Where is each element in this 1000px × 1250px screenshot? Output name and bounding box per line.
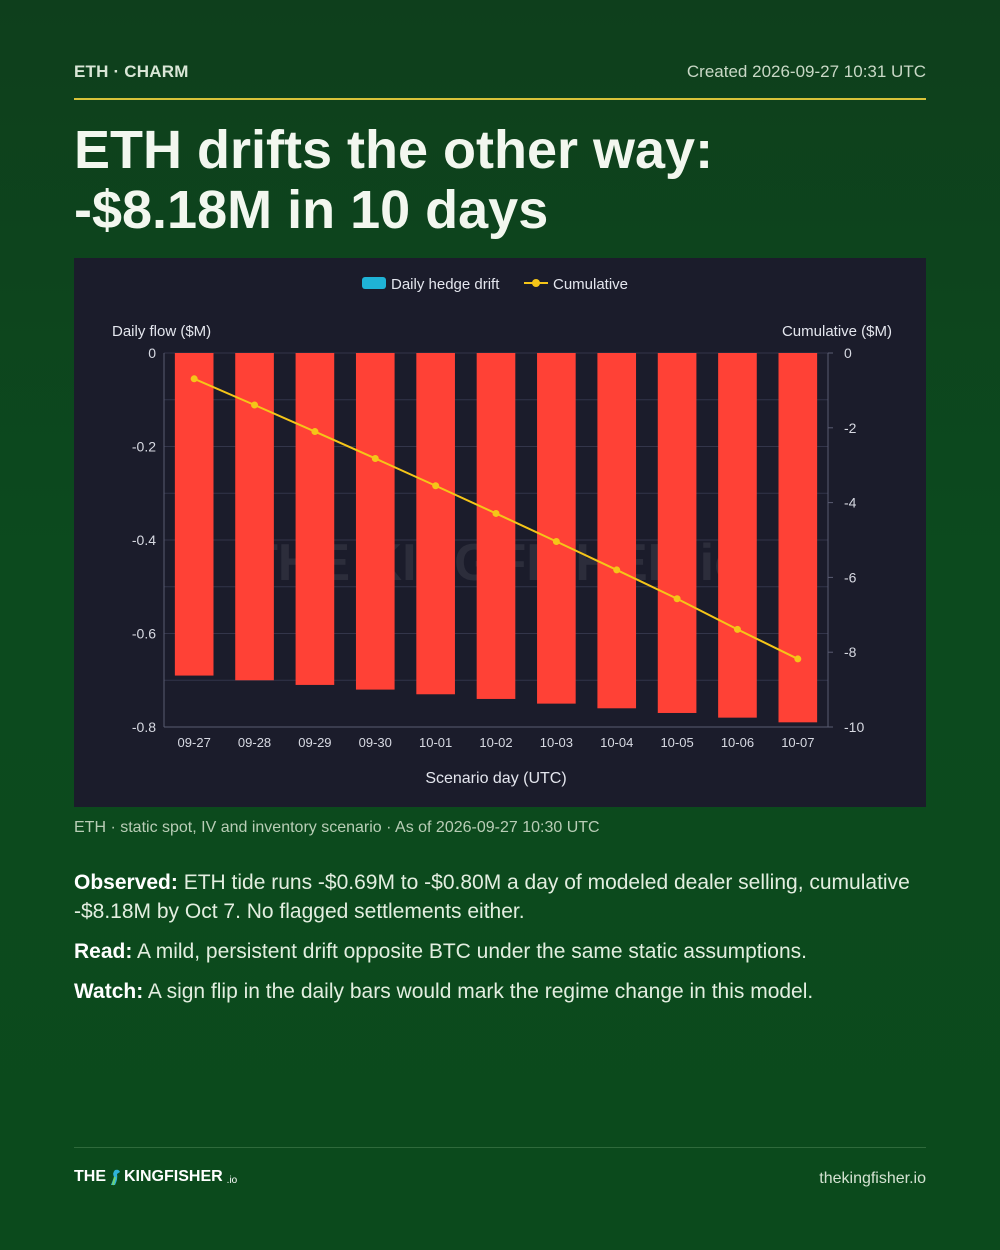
x-tick-label: 09-29 (298, 735, 331, 750)
y-right-tick-label: -2 (844, 420, 857, 436)
legend-swatch-daily-hedge-drift (362, 277, 386, 289)
y-left-tick-label: -0.6 (132, 626, 156, 642)
x-axis-title: Scenario day (UTC) (425, 770, 566, 787)
y-left-axis-title: Daily flow ($M) (112, 323, 211, 340)
y-left-tick-label: 0 (148, 345, 156, 361)
y-right-tick-label: -6 (844, 569, 857, 585)
x-tick-label: 10-05 (660, 735, 693, 750)
x-tick-label: 09-27 (178, 735, 211, 750)
bar-daily-hedge-drift (778, 353, 818, 723)
cumulative-point (673, 595, 681, 603)
bar-daily-hedge-drift (295, 353, 335, 685)
kingfisher-logo: THE KINGFISHER .io (74, 1168, 237, 1186)
note-observed: Observed: ETH tide runs -$0.69M to -$0.8… (74, 868, 934, 926)
created-timestamp: Created 2026-09-27 10:31 UTC (686, 62, 926, 81)
cumulative-point (311, 428, 319, 436)
x-tick-label: 10-06 (721, 735, 754, 750)
note-label: Watch: (74, 980, 144, 1003)
flow-chart: 0 -0.2 -0.4 -0.6 -0.8 0 -2 -4 -6 -8 -10 Daily flow … (112, 276, 892, 787)
y-right-tick-label: 0 (844, 345, 852, 361)
chart-panel: 0 -0.2 -0.4 -0.6 -0.8 0 -2 -4 -6 -8 -10 Daily flow … (74, 258, 926, 807)
y-left-tick-label: -0.2 (132, 439, 156, 455)
bar-daily-hedge-drift (174, 353, 214, 676)
x-tick-label: 10-03 (540, 735, 573, 750)
logo-io: .io (226, 1174, 238, 1186)
cumulative-point (251, 401, 259, 409)
note-text: A sign flip in the daily bars would mark… (143, 980, 814, 1003)
kingfisher-bird-icon (111, 1169, 120, 1186)
notes: Observed: ETH tide runs -$0.69M to -$0.8… (74, 868, 934, 1017)
site-link: thekingfisher.io (819, 1170, 926, 1187)
cumulative-point (794, 655, 802, 663)
bar-daily-hedge-drift (657, 353, 697, 713)
x-tick-label: 09-30 (359, 735, 392, 750)
y-right-tick-label: -8 (844, 644, 857, 660)
title-line-2: -$8.18M in 10 days (74, 180, 549, 240)
bar-daily-hedge-drift (537, 353, 576, 704)
note-label: Observed: (74, 871, 178, 894)
page-title: ETH drifts the other way: -$8.18M in 10 … (74, 120, 934, 240)
y-right-tick-label: -10 (844, 719, 864, 735)
cumulative-point (371, 454, 379, 462)
bar-daily-hedge-drift (355, 353, 395, 690)
cumulative-point (613, 566, 621, 574)
x-tick-label: 10-07 (781, 735, 814, 750)
x-tick-label: 10-04 (600, 735, 633, 750)
x-tick-label: 10-02 (479, 735, 512, 750)
cumulative-point (190, 375, 198, 383)
note-text: ETH tide runs -$0.69M to -$0.80M a day o… (74, 871, 910, 923)
note-label: Read: (74, 940, 133, 963)
header: ETH · CHARM Created 2026-09-27 10:31 UTC (74, 60, 926, 100)
cumulative-point (492, 509, 500, 517)
y-left-tick-label: -0.4 (132, 532, 156, 548)
logo-the: THE (74, 1168, 106, 1185)
legend-marker-cumulative (532, 279, 540, 287)
legend-label-cumulative: Cumulative (553, 276, 628, 293)
chart-caption: ETH · static spot, IV and inventory scen… (74, 819, 600, 836)
bar-daily-hedge-drift (476, 353, 516, 699)
footer: THE KINGFISHER .io thekingfisher.io (74, 1147, 926, 1187)
note-text: A mild, persistent drift opposite BTC un… (132, 940, 808, 963)
title-line-1: ETH drifts the other way: (74, 120, 714, 180)
note-watch: Watch: A sign flip in the daily bars wou… (74, 977, 934, 1006)
y-right-axis-title: Cumulative ($M) (782, 323, 892, 340)
y-right-tick-label: -4 (844, 495, 857, 511)
logo-name: KINGFISHER (124, 1168, 223, 1185)
cumulative-point (733, 625, 741, 633)
note-read: Read: A mild, persistent drift opposite … (74, 937, 934, 966)
y-left-tick-label: -0.8 (132, 719, 156, 735)
cumulative-point (552, 537, 560, 545)
bar-daily-hedge-drift (597, 353, 637, 709)
bar-daily-hedge-drift (718, 353, 757, 718)
x-tick-label: 09-28 (238, 735, 271, 750)
cumulative-point (432, 482, 440, 490)
bar-daily-hedge-drift (416, 353, 455, 695)
legend-label-daily-hedge-drift: Daily hedge drift (391, 276, 500, 293)
asset-tag: ETH · CHARM (74, 62, 189, 81)
x-tick-label: 10-01 (419, 735, 452, 750)
